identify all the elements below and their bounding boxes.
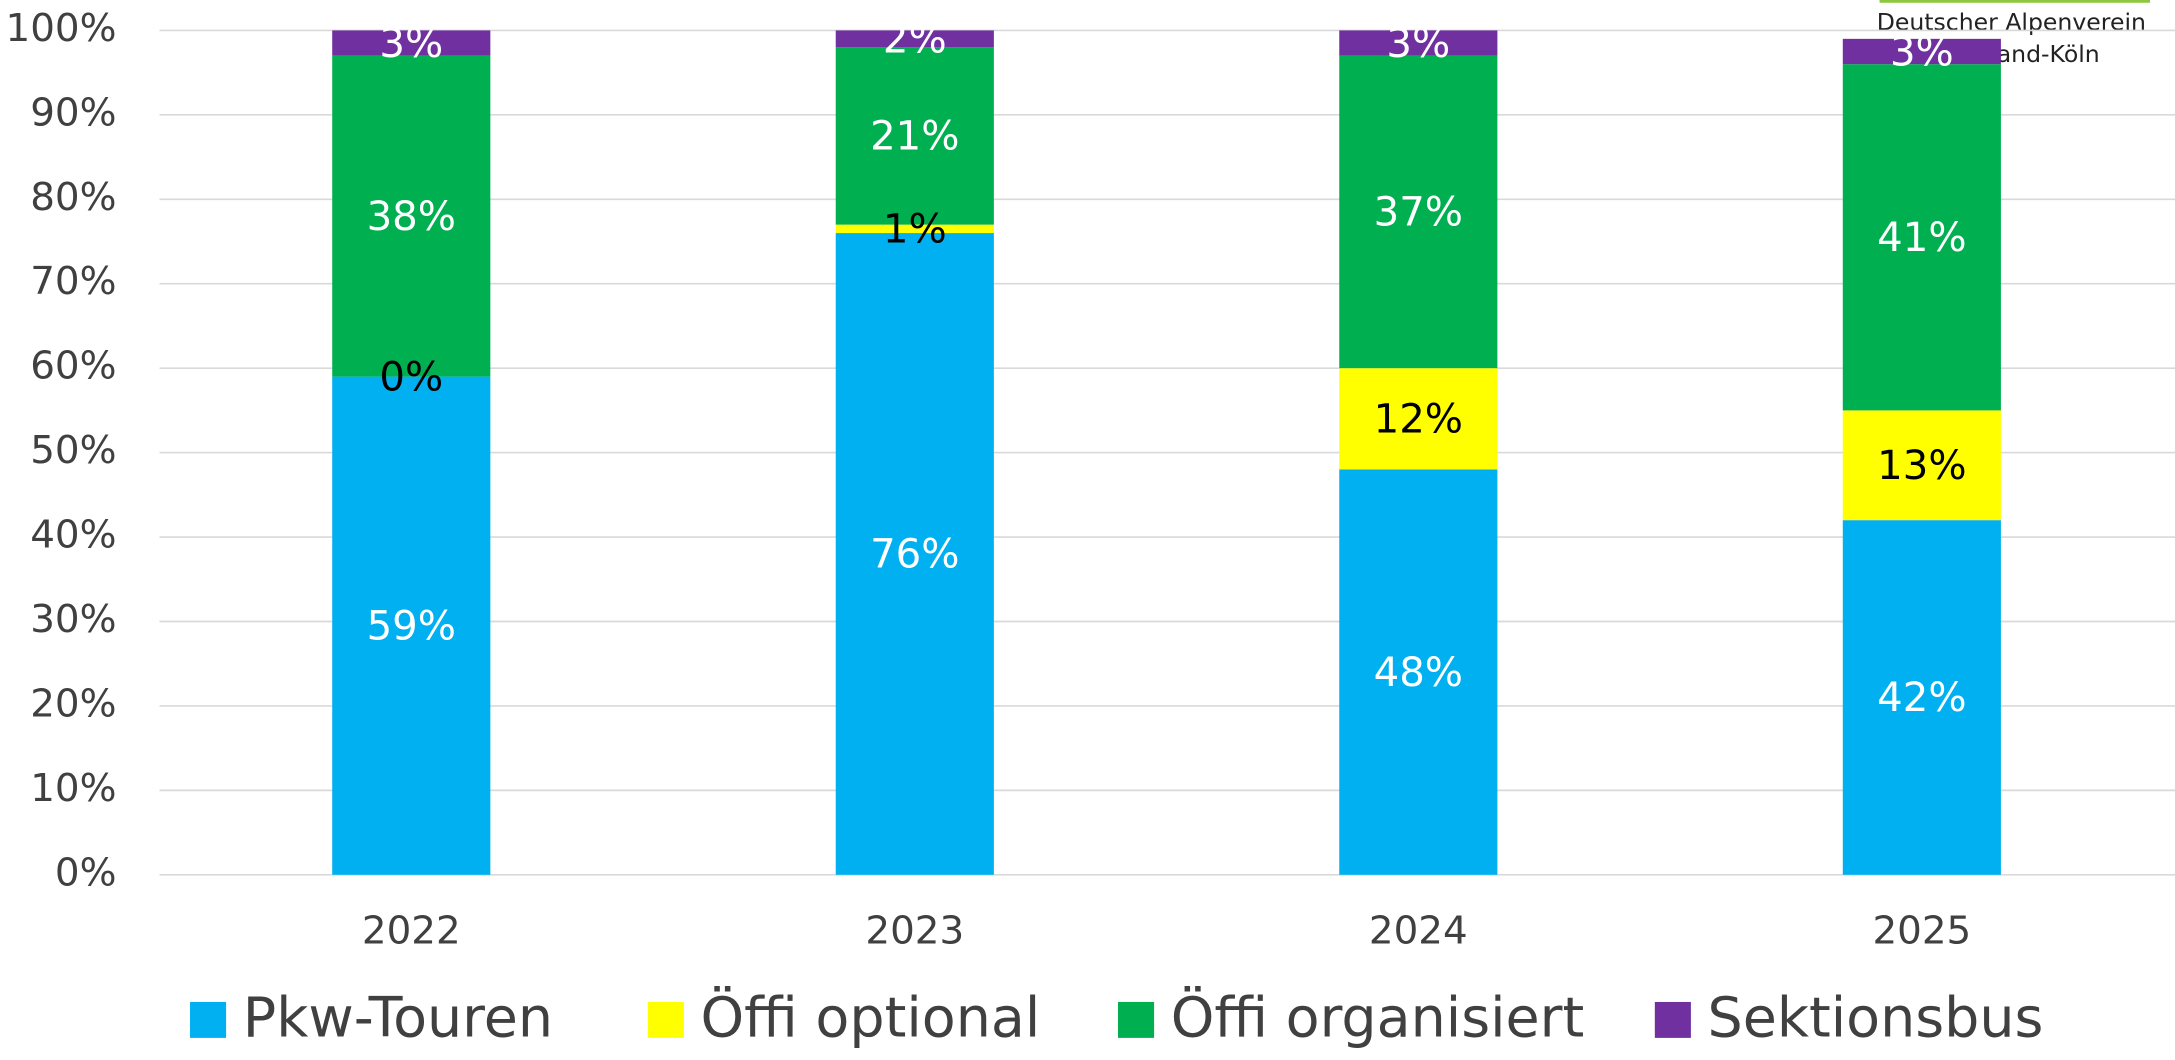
bar-segment [1842, 64, 2001, 411]
data-label: 59% [367, 604, 456, 650]
bar-segment [1339, 55, 1498, 369]
bar-segment [835, 224, 994, 234]
logo-text: Deutscher Alpenverein [1877, 8, 2146, 36]
y-tick-label: 100% [6, 6, 117, 51]
bar-segment [1842, 410, 2001, 521]
data-label: 21% [870, 114, 959, 160]
legend-label: Pkw-Touren [243, 986, 553, 1050]
bar-segment [1842, 520, 2001, 875]
data-label: 38% [367, 194, 456, 240]
data-label: 3% [1386, 21, 1450, 67]
bar-segment [1842, 38, 2001, 65]
legend-label: Öffi organisiert [1171, 986, 1585, 1050]
y-tick-label: 90% [30, 90, 116, 135]
x-tick-label: 2023 [865, 908, 964, 953]
y-tick-label: 80% [30, 175, 116, 220]
legend-label: Öffi optional [700, 986, 1040, 1050]
y-tick-label: 10% [30, 766, 116, 811]
data-label: 76% [870, 532, 959, 578]
bar-segment [1339, 469, 1498, 875]
y-tick-label: 60% [30, 344, 116, 389]
data-label: 12% [1374, 397, 1463, 443]
legend-swatch [1118, 1001, 1155, 1038]
y-tick-label: 0% [55, 850, 117, 895]
x-tick-label: 2024 [1369, 908, 1468, 953]
data-label: 3% [1890, 29, 1954, 75]
legend-swatch [647, 1001, 684, 1038]
data-label: 48% [1374, 650, 1463, 696]
legend-label: Sektionsbus [1708, 986, 2044, 1050]
data-label: 13% [1877, 443, 1966, 489]
legend-swatch [190, 1001, 227, 1038]
y-tick-label: 50% [30, 428, 116, 473]
data-label: 2% [883, 17, 947, 63]
bar-segment [835, 233, 994, 875]
bar-segment [332, 376, 491, 875]
y-tick-label: 30% [30, 597, 116, 642]
data-label: 41% [1877, 215, 1966, 261]
data-label: 37% [1374, 190, 1463, 236]
x-tick-label: 2022 [362, 908, 461, 953]
x-tick-label: 2025 [1872, 908, 1971, 953]
y-tick-label: 40% [30, 513, 116, 558]
bar-segment [835, 47, 994, 225]
bar-segment [1339, 368, 1498, 470]
bar-segment [835, 30, 994, 48]
bar-segment [1339, 30, 1498, 56]
y-tick-label: 70% [30, 259, 116, 304]
logo-bar [1879, 0, 2151, 3]
y-tick-label: 20% [30, 681, 116, 726]
data-label: 0% [379, 354, 443, 400]
legend-swatch [1654, 1001, 1691, 1038]
data-label: 42% [1877, 675, 1966, 721]
data-label: 1% [883, 207, 947, 253]
bar-segment [332, 30, 491, 56]
data-label: 3% [379, 21, 443, 67]
bar-segment [332, 55, 491, 377]
